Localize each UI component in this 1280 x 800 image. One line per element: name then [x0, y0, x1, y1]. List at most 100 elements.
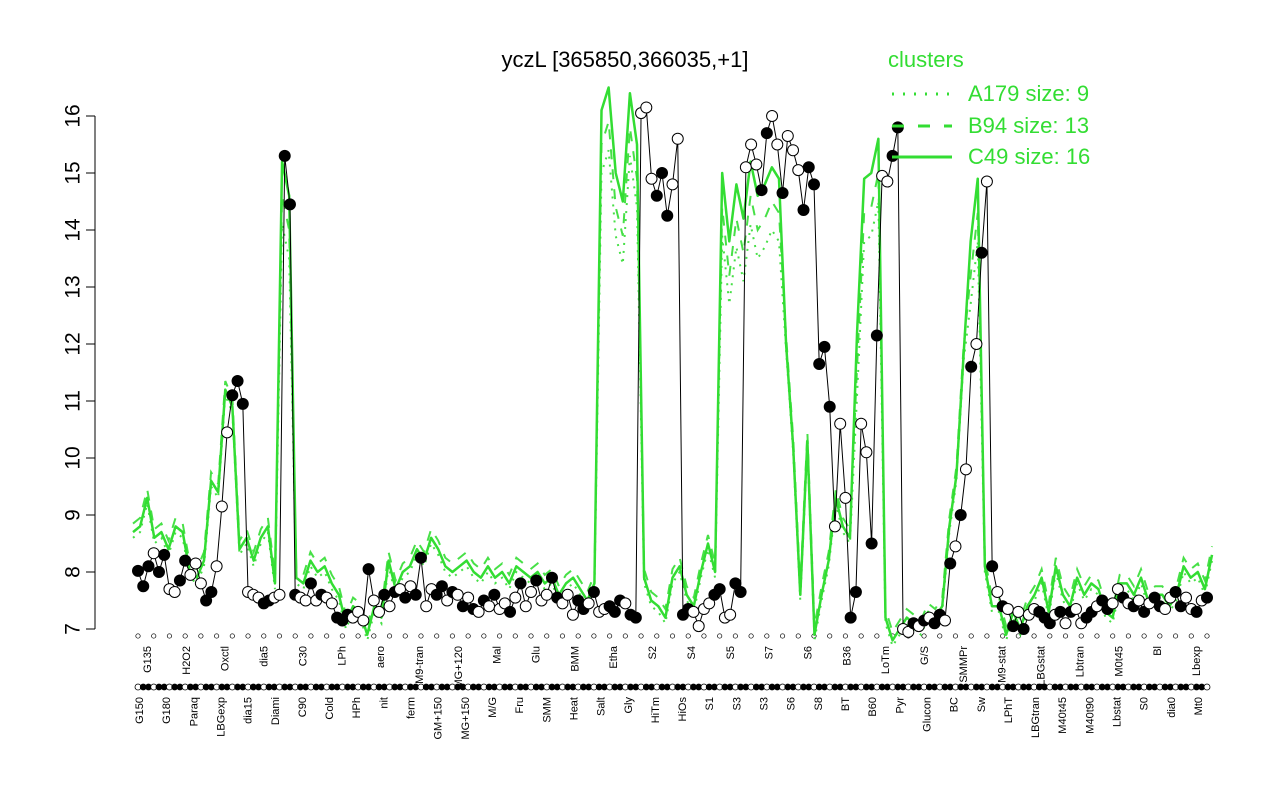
data-point — [661, 209, 674, 222]
rug-marker-upper — [292, 633, 298, 639]
data-point — [1180, 591, 1193, 604]
data-point — [566, 608, 579, 621]
data-point — [299, 594, 312, 607]
data-point — [132, 564, 144, 577]
rug-marker-upper — [261, 633, 267, 639]
rug-marker-upper — [937, 633, 943, 639]
rug-marker-upper — [1078, 633, 1084, 639]
rug-marker-upper — [1188, 633, 1194, 639]
data-point — [189, 557, 202, 570]
rug-marker-upper — [1110, 633, 1116, 639]
y-tick-label: 12 — [62, 332, 85, 355]
x-tick-label: S1 — [704, 697, 716, 710]
data-point — [1132, 594, 1145, 607]
data-point — [1169, 585, 1182, 598]
data-point — [373, 605, 386, 618]
x-tick-label: LBGstat — [1036, 646, 1048, 686]
data-point — [451, 588, 464, 601]
data-point — [194, 577, 207, 590]
data-point — [184, 568, 197, 581]
rug-marker-upper — [559, 633, 566, 639]
data-point — [807, 178, 820, 191]
data-point — [236, 397, 249, 410]
rug-marker-upper — [795, 633, 801, 639]
rug-marker-upper — [386, 633, 393, 639]
data-point — [414, 551, 427, 564]
rug-marker-upper — [497, 633, 503, 639]
data-point — [483, 600, 496, 613]
data-points — [132, 101, 1213, 638]
data-point — [666, 178, 679, 191]
x-tick-label: Cold — [324, 697, 336, 720]
rug-marker-upper — [1031, 633, 1037, 639]
x-tick-label: Glucon — [921, 697, 933, 732]
x-tick-label: LPh — [336, 646, 348, 666]
y-tick-label: 8 — [62, 566, 85, 578]
data-point — [797, 204, 810, 217]
data-point — [949, 540, 962, 553]
rug-marker-upper — [952, 633, 959, 639]
data-point — [462, 591, 475, 604]
x-tick-label: dia5 — [259, 646, 271, 667]
data-point — [1190, 605, 1203, 618]
legend-entry-c49: C49 size: 16 — [968, 144, 1090, 169]
rug-marker-upper — [1157, 633, 1163, 639]
rug-marker-upper — [512, 633, 518, 639]
rug-marker-upper — [339, 633, 345, 639]
rug-marker-upper — [1173, 633, 1179, 639]
data-point — [771, 138, 784, 151]
data-point — [561, 588, 574, 601]
data-point — [137, 580, 150, 593]
data-point — [828, 520, 841, 533]
rug-marker-upper — [182, 633, 188, 639]
rug-marker-upper — [1047, 633, 1053, 639]
x-tick-label: S7 — [764, 646, 776, 659]
rug-marker-upper — [324, 633, 330, 639]
data-point — [1059, 617, 1072, 630]
rug-marker-upper — [701, 633, 707, 639]
data-point — [378, 588, 391, 601]
x-tick-label: Etha — [608, 645, 620, 669]
data-point — [556, 597, 569, 610]
data-point — [1001, 603, 1014, 616]
x-tick-label: M0t45 — [1113, 646, 1125, 677]
x-tick-label: Salt — [596, 697, 608, 716]
y-tick-label: 16 — [62, 104, 85, 127]
data-point — [802, 161, 815, 174]
rug-marker-upper — [371, 633, 377, 639]
legend: clusters A179 size: 9 B94 size: 13 C49 s… — [888, 47, 1090, 169]
data-point — [870, 329, 883, 342]
x-tick-label: SMM — [541, 697, 553, 723]
data-point — [283, 198, 296, 211]
x-tick-label: M40t90 — [1084, 697, 1096, 734]
data-point — [959, 463, 972, 476]
data-point — [813, 357, 826, 370]
data-point — [404, 580, 417, 593]
data-point — [1106, 597, 1119, 610]
data-point — [215, 500, 228, 513]
data-point — [273, 588, 286, 601]
data-point — [221, 426, 234, 439]
rug-marker-upper — [198, 633, 204, 639]
data-point — [650, 189, 663, 202]
rug-marker-upper — [449, 633, 455, 639]
series-line-b94 — [132, 121, 1213, 635]
rug-marker-upper — [685, 633, 691, 639]
x-tick-label: Fru — [514, 697, 526, 714]
data-point — [729, 577, 742, 590]
x-tick-label: Sw — [976, 697, 988, 712]
x-rug-markers — [134, 633, 1211, 691]
rug-marker-upper — [607, 633, 613, 639]
rug-marker-upper — [1204, 633, 1210, 639]
data-point — [1069, 603, 1082, 616]
data-point — [435, 580, 448, 593]
y-tick-label: 7 — [62, 623, 85, 635]
rug-marker-upper — [968, 633, 974, 639]
data-point — [944, 557, 957, 570]
rug-marker-upper — [921, 633, 927, 639]
data-point — [766, 110, 779, 122]
rug-marker-upper — [229, 633, 235, 639]
data-point — [781, 129, 794, 142]
data-point — [1054, 605, 1067, 618]
rug-marker-upper — [748, 633, 754, 639]
